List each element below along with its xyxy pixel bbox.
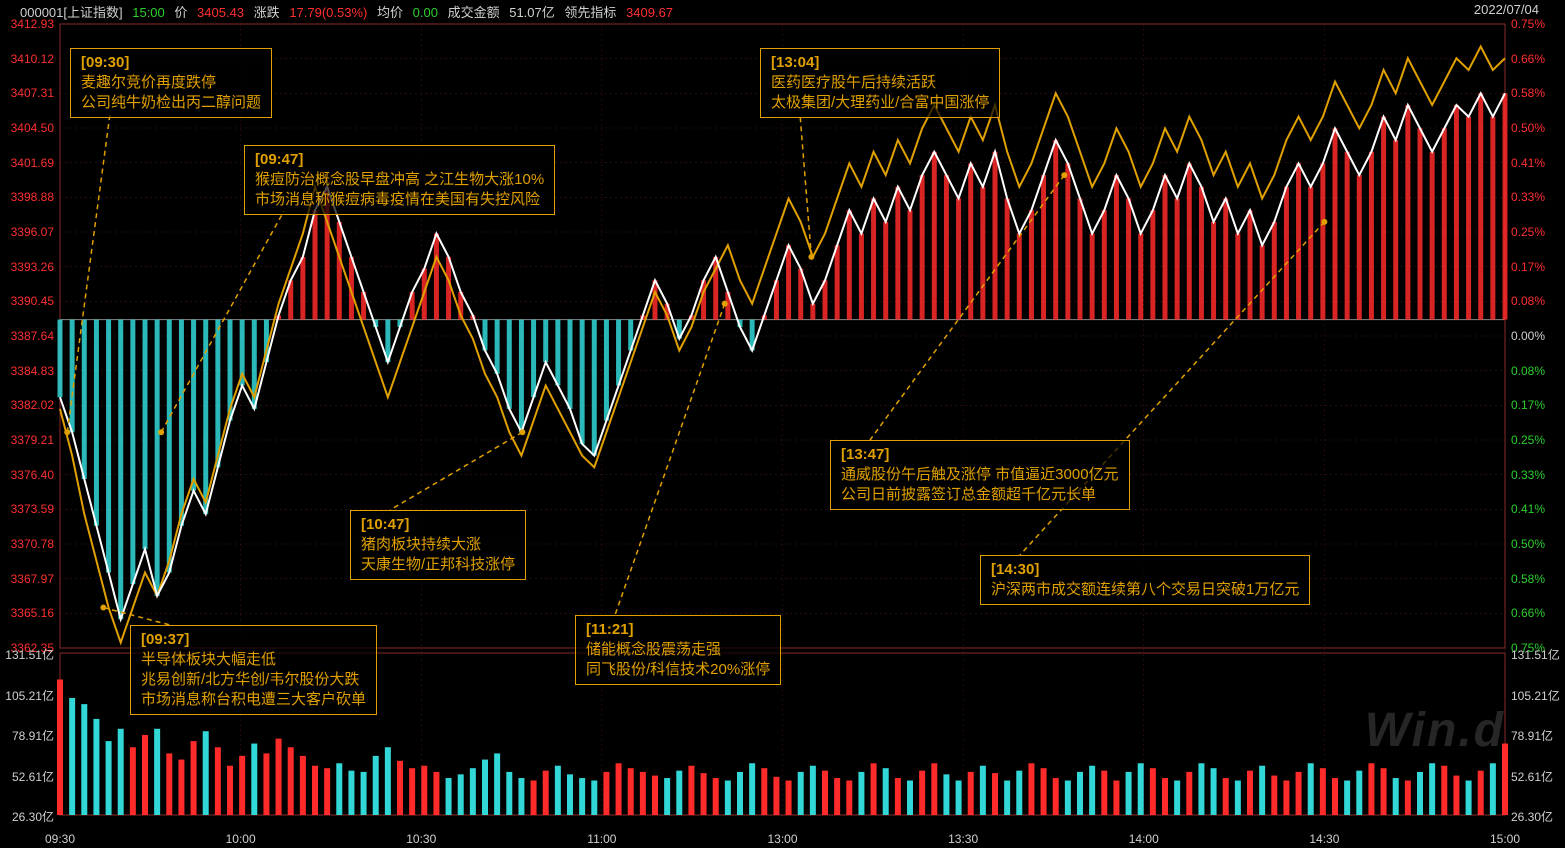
y-axis-right-label: 0.41% (1511, 156, 1561, 170)
volume-axis-left-label: 78.91亿 (4, 727, 54, 744)
y-axis-left-label: 3365.16 (4, 606, 54, 620)
y-axis-right-label: 0.58% (1511, 572, 1561, 586)
y-axis-left-label: 3367.97 (4, 572, 54, 586)
x-axis-label: 10:00 (211, 832, 271, 846)
y-axis-right-label: 0.00% (1511, 329, 1561, 343)
y-axis-right-label: 0.75% (1511, 17, 1561, 31)
x-axis-label: 14:30 (1294, 832, 1354, 846)
y-axis-left-label: 3376.40 (4, 468, 54, 482)
volume-axis-right-label: 52.61亿 (1511, 768, 1561, 785)
volume-axis-right-label: 131.51亿 (1511, 646, 1561, 663)
news-callout: [11:21]储能概念股震荡走强同飞股份/科信技术20%涨停 (575, 615, 781, 685)
watermark: Win.d (1365, 703, 1505, 758)
y-axis-left-label: 3404.50 (4, 121, 54, 135)
news-callout: [09:37]半导体板块大幅走低兆易创新/北方华创/韦尔股份大跌市场消息称台积电… (130, 625, 377, 715)
y-axis-right-label: 0.66% (1511, 52, 1561, 66)
y-axis-left-label: 3384.83 (4, 364, 54, 378)
x-axis-label: 10:30 (391, 832, 451, 846)
x-axis-label: 09:30 (30, 832, 90, 846)
x-axis-label: 13:30 (933, 832, 993, 846)
x-axis-label: 14:00 (1114, 832, 1174, 846)
y-axis-right-label: 0.50% (1511, 537, 1561, 551)
y-axis-left-label: 3370.78 (4, 537, 54, 551)
y-axis-left-label: 3396.07 (4, 225, 54, 239)
volume-axis-right-label: 105.21亿 (1511, 687, 1561, 704)
y-axis-right-label: 0.08% (1511, 294, 1561, 308)
y-axis-right-label: 0.33% (1511, 468, 1561, 482)
x-axis-label: 11:00 (572, 832, 632, 846)
news-callout: [09:30]麦趣尔竞价再度跌停公司纯牛奶检出丙二醇问题 (70, 48, 272, 118)
y-axis-right-label: 0.41% (1511, 502, 1561, 516)
main-chart (0, 0, 1565, 848)
y-axis-left-label: 3398.88 (4, 190, 54, 204)
y-axis-right-label: 0.25% (1511, 433, 1561, 447)
volume-axis-left-label: 105.21亿 (4, 687, 54, 704)
y-axis-left-label: 3407.31 (4, 86, 54, 100)
y-axis-left-label: 3373.59 (4, 502, 54, 516)
news-callout: [13:04]医药医疗股午后持续活跃太极集团/大理药业/合富中国涨停 (760, 48, 1000, 118)
y-axis-right-label: 0.50% (1511, 121, 1561, 135)
x-axis-label: 15:00 (1475, 832, 1535, 846)
volume-axis-right-label: 26.30亿 (1511, 808, 1561, 825)
y-axis-right-label: 0.58% (1511, 86, 1561, 100)
y-axis-left-label: 3382.02 (4, 398, 54, 412)
news-callout: [09:47]猴痘防治概念股早盘冲高 之江生物大涨10%市场消息称猴痘病毒疫情在… (244, 145, 555, 215)
y-axis-left-label: 3393.26 (4, 260, 54, 274)
news-callout: [14:30]沪深两市成交额连续第八个交易日突破1万亿元 (980, 555, 1310, 605)
news-callout: [10:47]猪肉板块持续大涨天康生物/正邦科技涨停 (350, 510, 526, 580)
y-axis-left-label: 3387.64 (4, 329, 54, 343)
y-axis-right-label: 0.25% (1511, 225, 1561, 239)
y-axis-right-label: 0.17% (1511, 260, 1561, 274)
x-axis-label: 13:00 (753, 832, 813, 846)
y-axis-left-label: 3410.12 (4, 52, 54, 66)
volume-axis-left-label: 26.30亿 (4, 808, 54, 825)
y-axis-left-label: 3390.45 (4, 294, 54, 308)
y-axis-left-label: 3401.69 (4, 156, 54, 170)
y-axis-left-label: 3379.21 (4, 433, 54, 447)
volume-axis-left-label: 131.51亿 (4, 646, 54, 663)
volume-axis-left-label: 52.61亿 (4, 768, 54, 785)
y-axis-right-label: 0.08% (1511, 364, 1561, 378)
y-axis-left-label: 3412.93 (4, 17, 54, 31)
volume-axis-right-label: 78.91亿 (1511, 727, 1561, 744)
y-axis-right-label: 0.66% (1511, 606, 1561, 620)
news-callout: [13:47]通威股份午后触及涨停 市值逼近3000亿元公司日前披露签订总金额超… (830, 440, 1130, 510)
y-axis-right-label: 0.33% (1511, 190, 1561, 204)
y-axis-right-label: 0.17% (1511, 398, 1561, 412)
